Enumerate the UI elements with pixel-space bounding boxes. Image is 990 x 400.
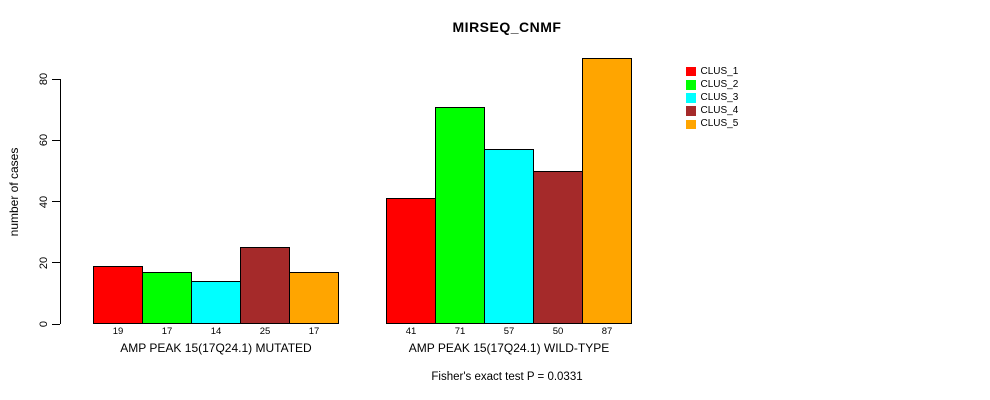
fisher-test-annotation: Fisher's exact test P = 0.0331	[431, 371, 583, 383]
bar	[582, 58, 632, 324]
bar-value-label: 17	[308, 326, 320, 337]
y-tick-label: 40	[38, 195, 50, 208]
legend-label: CLUS_5	[700, 118, 739, 130]
legend-item: CLUS_1	[686, 65, 738, 78]
bar-value-label: 87	[601, 326, 613, 337]
bar	[533, 171, 583, 324]
bar	[435, 107, 485, 324]
y-tick	[52, 78, 60, 80]
legend-label: CLUS_1	[700, 65, 739, 77]
bar	[191, 281, 241, 324]
bar-value-label: 57	[503, 326, 515, 337]
bar	[484, 149, 534, 324]
legend-item: CLUS_4	[686, 105, 738, 118]
legend-label: CLUS_2	[700, 78, 739, 90]
bar-value-label: 50	[552, 326, 564, 337]
bar-value-label: 17	[161, 326, 173, 337]
y-tick-label: 60	[38, 134, 50, 147]
y-tick	[52, 262, 60, 264]
legend-swatch	[686, 93, 696, 103]
legend-swatch	[686, 119, 696, 130]
bar-value-label: 19	[112, 326, 124, 337]
group-label: AMP PEAK 15(17Q24.1) MUTATED	[120, 341, 312, 355]
y-axis-label: number of cases	[7, 147, 21, 237]
legend-swatch	[686, 66, 696, 77]
bar	[289, 272, 339, 324]
bar	[240, 247, 290, 324]
legend-swatch	[686, 80, 696, 90]
y-tick-label: 80	[38, 72, 50, 86]
y-tick	[52, 201, 60, 202]
y-axis-line	[60, 79, 61, 324]
bar-value-label: 14	[210, 326, 222, 337]
legend: CLUS_1 CLUS_2 CLUS_3 CLUS_4 CLUS_5	[686, 65, 738, 131]
group-label: AMP PEAK 15(17Q24.1) WILD-TYPE	[408, 341, 610, 355]
y-tick	[52, 323, 60, 325]
bar	[386, 198, 436, 324]
y-tick-label: 0	[38, 320, 50, 328]
bar-value-label: 71	[454, 326, 466, 337]
legend-label: CLUS_4	[700, 105, 739, 117]
chart-title: MIRSEQ_CNMF	[452, 19, 562, 35]
legend-item: CLUS_3	[686, 91, 738, 104]
legend-swatch	[686, 106, 696, 116]
y-tick-label: 20	[38, 256, 50, 269]
legend-label: CLUS_3	[700, 91, 739, 103]
legend-item: CLUS_5	[686, 118, 738, 131]
bar	[93, 266, 143, 324]
bar-value-label: 41	[405, 326, 417, 337]
y-tick	[52, 139, 60, 141]
bar-value-label: 25	[259, 326, 271, 337]
legend-item: CLUS_2	[686, 78, 738, 91]
bar	[142, 272, 192, 324]
